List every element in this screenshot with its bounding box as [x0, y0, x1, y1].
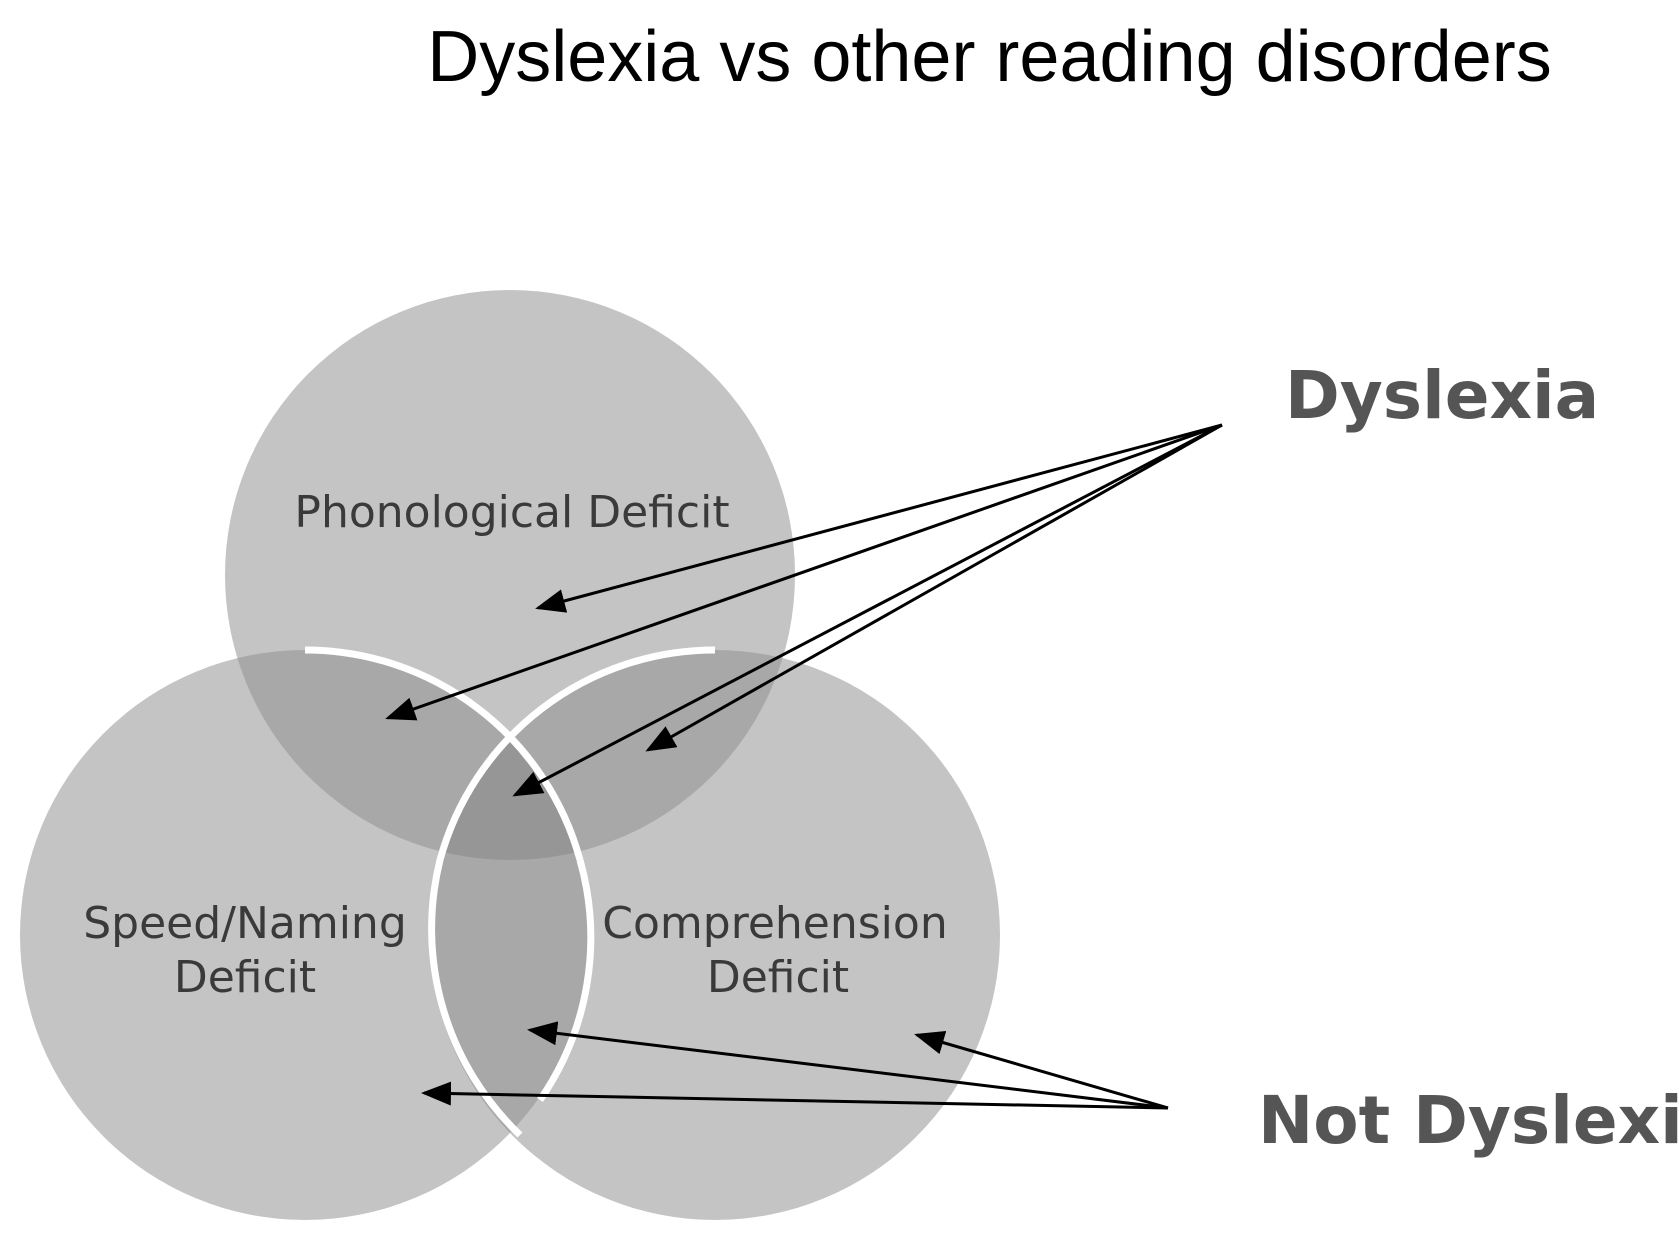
label-comprehension-1: Comprehension	[602, 898, 947, 949]
outline-left	[304, 646, 584, 861]
label-speed-naming-1: Speed/Naming	[83, 898, 407, 949]
outline-left-lower	[537, 859, 595, 1102]
arrow-dyslexia-phon-comp	[645, 423, 1223, 752]
overlap-top-right	[430, 650, 795, 860]
overlap-top-left	[225, 650, 590, 860]
callout-dyslexia: Dyslexia	[1285, 357, 1599, 434]
page-title: Dyslexia vs other reading disorders	[427, 17, 1552, 97]
label-phonological: Phonological Deficit	[294, 487, 729, 538]
arrow-not-dyslexia-speed	[421, 1081, 1169, 1110]
label-comprehension-2: Deficit	[707, 952, 849, 1003]
arrow-dyslexia-phon-speed	[385, 423, 1223, 721]
arrow-not-dyslexia-speed-comp	[527, 1021, 1169, 1110]
callout-not-dyslexia: Not Dyslexia	[1258, 1082, 1679, 1159]
arrow-not-dyslexia-comprehension	[914, 1031, 1169, 1110]
arrow-dyslexia-triple	[512, 423, 1223, 797]
label-speed-naming-2: Deficit	[174, 952, 316, 1003]
arrow-dyslexia-phonological	[535, 423, 1223, 613]
outline-right	[428, 646, 716, 1138]
